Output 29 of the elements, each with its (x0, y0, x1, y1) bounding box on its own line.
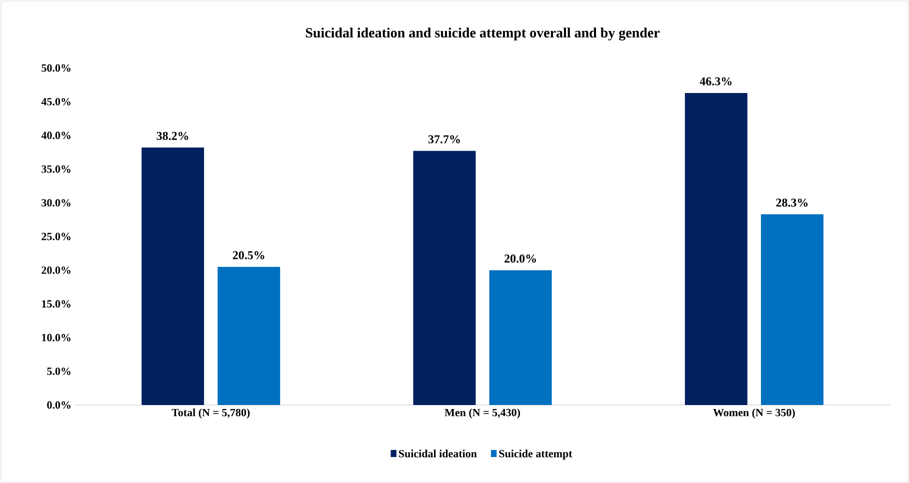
y-tick-label: 40.0% (41, 132, 70, 140)
y-tick-label: 25.0% (42, 232, 70, 240)
bar (684, 92, 748, 405)
y-tick-label: 50.0% (42, 64, 70, 72)
bar (142, 148, 204, 405)
y-tick-label: 30.0% (42, 199, 70, 207)
x-tick-label: Total (N = 5,780) (172, 408, 250, 419)
x-tick-label: Women (N = 350) (713, 408, 795, 419)
bar (413, 150, 476, 405)
y-tick-label: 35.0% (42, 165, 70, 173)
y-tick-label: 45.0% (41, 98, 70, 106)
data-label: 20.0% (504, 254, 536, 263)
bar (218, 266, 280, 405)
data-label: 46.3% (700, 77, 732, 86)
bar (489, 270, 552, 405)
y-tick-label: 10.0% (42, 334, 70, 342)
y-tick-label: 20.0% (42, 266, 70, 274)
data-label: 37.7% (428, 135, 460, 144)
data-label: 38.2% (156, 132, 188, 140)
chart-title: Suicidal ideation and suicide attempt overall and by gender (306, 28, 660, 40)
y-tick-label: 0.0% (47, 401, 70, 409)
legend-label: Suicide attempt (499, 450, 572, 460)
y-tick-label: 5.0% (47, 368, 70, 376)
y-tick-label: 15.0% (42, 300, 70, 308)
data-label: 28.3% (776, 198, 808, 207)
legend-label: Suicidal ideation (398, 450, 477, 458)
x-tick-label: Men (N = 5,430) (444, 408, 520, 419)
bar (760, 214, 824, 405)
data-label: 20.5% (232, 251, 264, 260)
